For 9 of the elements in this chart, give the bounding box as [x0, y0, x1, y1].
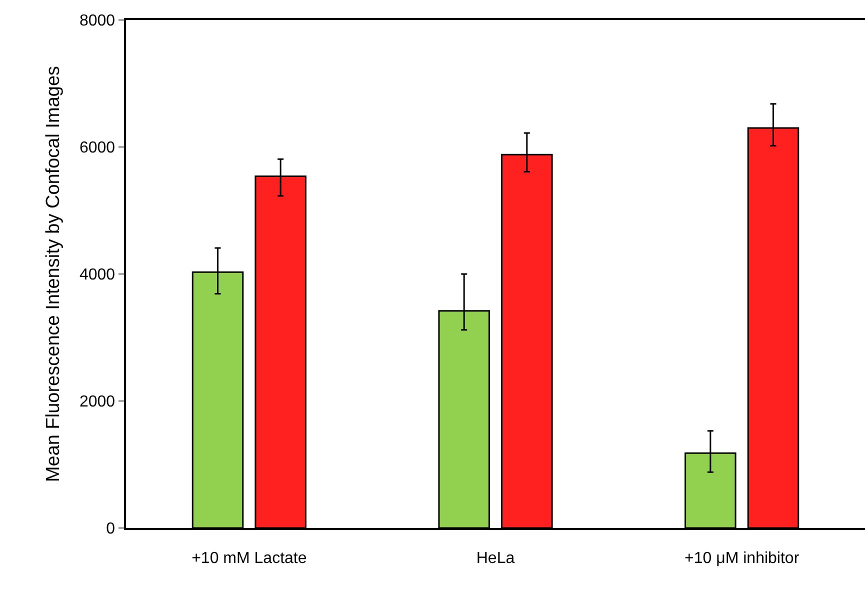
x-tick-label: +10 μM inhibitor [684, 550, 800, 567]
x-tick-label: HeLa [476, 550, 515, 567]
y-tick-label: 8000 [79, 12, 116, 30]
y-tick-label: 0 [106, 520, 116, 538]
x-tick-label: +10 mM Lactate [192, 550, 307, 567]
y-tick-label: 2000 [79, 394, 116, 411]
y-tick-label: 6000 [79, 140, 116, 157]
y-axis-title: Mean Fluorescence Intensity by Confocal Images [42, 66, 64, 482]
y-tick-label: 4000 [79, 266, 116, 284]
